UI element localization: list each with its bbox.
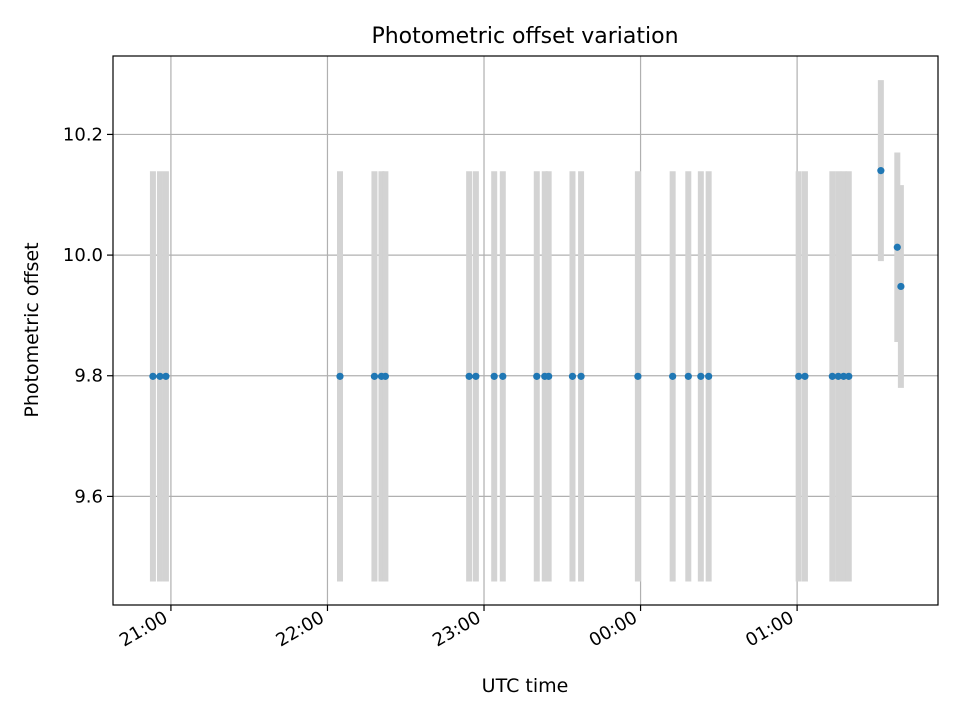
data-point: [156, 372, 164, 380]
y-tick-label: 9.6: [74, 486, 103, 507]
data-point: [795, 372, 803, 380]
data-point: [634, 372, 642, 380]
data-point: [801, 372, 809, 380]
data-point: [472, 372, 480, 380]
plot-frame: [112, 55, 939, 606]
data-point: [877, 167, 885, 175]
points-layer: [149, 167, 905, 380]
y-tick-label: 10.2: [63, 124, 103, 145]
data-point: [336, 372, 344, 380]
data-point: [684, 372, 692, 380]
data-point: [149, 372, 157, 380]
data-point: [568, 372, 577, 380]
data-point: [577, 372, 585, 380]
data-point: [840, 372, 848, 380]
data-point: [370, 372, 379, 380]
data-point: [381, 372, 389, 380]
data-point: [465, 372, 473, 380]
data-point: [545, 372, 553, 380]
data-point: [162, 372, 170, 380]
data-point: [697, 372, 705, 380]
y-axis-label: Photometric offset: [21, 242, 43, 417]
data-point: [845, 372, 853, 380]
data-point: [897, 282, 905, 291]
data-point: [834, 372, 842, 380]
data-point: [490, 372, 498, 380]
data-point: [533, 372, 541, 380]
y-tick-label: 9.8: [74, 366, 103, 387]
data-point: [893, 243, 901, 251]
data-point: [499, 372, 507, 380]
data-point: [828, 372, 836, 380]
data-point: [705, 372, 713, 380]
data-point: [669, 372, 677, 380]
x-axis-label: UTC time: [482, 675, 569, 697]
chart-title: Photometric offset variation: [371, 24, 678, 49]
y-tick-label: 10.0: [63, 245, 103, 266]
